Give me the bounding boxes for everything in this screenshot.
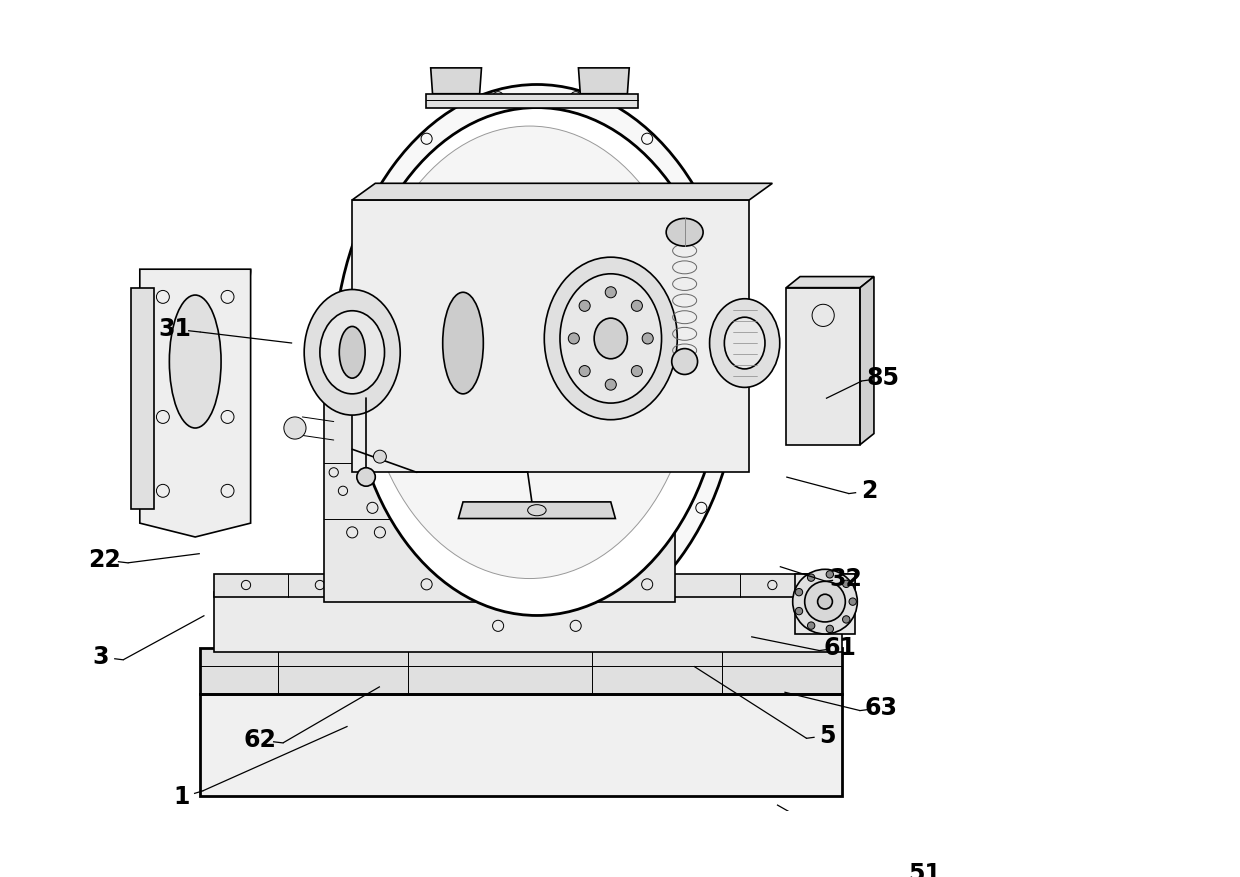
Text: 85: 85 — [867, 367, 900, 390]
Polygon shape — [213, 592, 842, 652]
Ellipse shape — [351, 108, 723, 616]
Text: 62: 62 — [243, 728, 277, 752]
Polygon shape — [130, 288, 154, 510]
Ellipse shape — [826, 625, 833, 632]
Ellipse shape — [795, 588, 802, 595]
Ellipse shape — [642, 333, 653, 344]
Ellipse shape — [842, 580, 849, 588]
Polygon shape — [786, 276, 874, 288]
Text: 32: 32 — [830, 567, 863, 590]
Ellipse shape — [817, 595, 832, 609]
Polygon shape — [427, 94, 639, 108]
Ellipse shape — [792, 569, 857, 634]
Ellipse shape — [304, 289, 401, 415]
Ellipse shape — [795, 608, 802, 615]
Ellipse shape — [709, 299, 780, 388]
Ellipse shape — [334, 84, 740, 638]
Ellipse shape — [631, 366, 642, 376]
Text: 31: 31 — [159, 317, 191, 341]
Ellipse shape — [340, 326, 365, 378]
Text: 63: 63 — [864, 695, 898, 720]
Ellipse shape — [826, 571, 833, 578]
Ellipse shape — [443, 292, 484, 394]
Text: 22: 22 — [88, 548, 122, 572]
Polygon shape — [200, 648, 842, 694]
Ellipse shape — [805, 581, 846, 622]
Ellipse shape — [605, 379, 616, 390]
Text: 61: 61 — [823, 636, 856, 660]
Ellipse shape — [320, 310, 384, 394]
Polygon shape — [352, 183, 773, 200]
Polygon shape — [213, 574, 856, 597]
Text: 1: 1 — [174, 786, 190, 809]
Polygon shape — [795, 574, 856, 634]
Ellipse shape — [579, 366, 590, 376]
Ellipse shape — [284, 417, 306, 439]
Polygon shape — [325, 398, 676, 602]
Ellipse shape — [363, 126, 696, 579]
Polygon shape — [200, 694, 842, 795]
Ellipse shape — [170, 295, 221, 428]
Ellipse shape — [560, 274, 662, 403]
Ellipse shape — [672, 348, 698, 374]
Polygon shape — [459, 502, 615, 518]
Polygon shape — [352, 200, 749, 473]
Text: 2: 2 — [861, 479, 878, 503]
Ellipse shape — [544, 257, 677, 420]
Ellipse shape — [605, 287, 616, 298]
Ellipse shape — [594, 318, 627, 359]
Ellipse shape — [568, 333, 579, 344]
Ellipse shape — [373, 450, 387, 463]
Ellipse shape — [579, 300, 590, 311]
Ellipse shape — [666, 218, 703, 246]
Ellipse shape — [631, 300, 642, 311]
Ellipse shape — [807, 622, 815, 630]
Polygon shape — [786, 288, 861, 445]
Text: 3: 3 — [93, 645, 109, 669]
Polygon shape — [578, 68, 629, 94]
Ellipse shape — [357, 467, 376, 486]
Polygon shape — [861, 276, 874, 445]
Polygon shape — [430, 68, 481, 94]
Ellipse shape — [849, 598, 857, 605]
Text: 51: 51 — [908, 862, 941, 877]
Text: 5: 5 — [820, 724, 836, 747]
Polygon shape — [140, 269, 250, 537]
Ellipse shape — [842, 616, 849, 624]
Ellipse shape — [724, 317, 765, 369]
Ellipse shape — [807, 574, 815, 581]
